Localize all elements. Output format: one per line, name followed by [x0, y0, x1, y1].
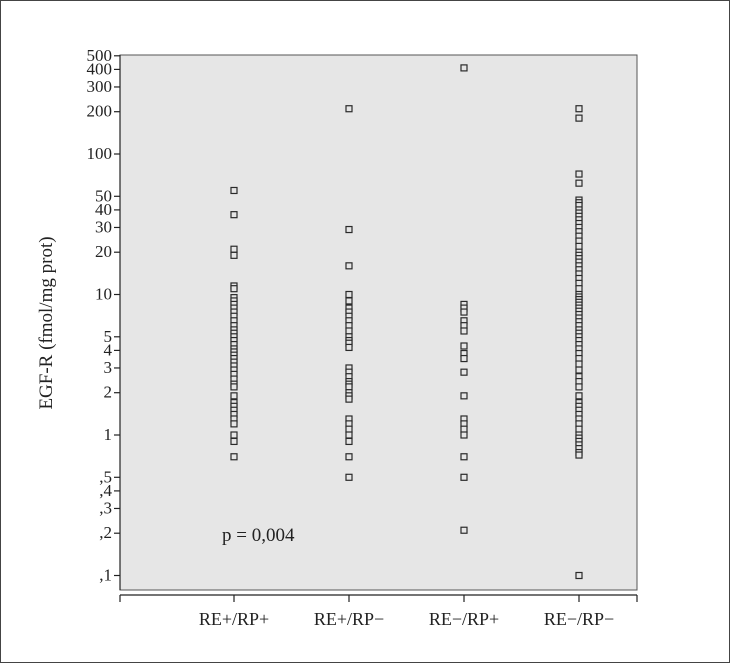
y-tick-label: 40: [95, 200, 112, 219]
data-point: [345, 395, 353, 403]
y-tick-label: ,4: [99, 481, 112, 500]
data-point: [230, 186, 238, 195]
data-point: [230, 383, 238, 391]
data-point: [460, 342, 468, 350]
data-point: [345, 453, 353, 461]
data-point: [460, 308, 468, 316]
y-tick-label: ,5: [99, 467, 112, 486]
y-tick-label: ,1: [99, 566, 112, 585]
data-point: [345, 327, 353, 335]
data-points: [230, 64, 583, 580]
x-tick-label: RE+/RP+: [199, 609, 269, 629]
y-tick-label: 100: [87, 144, 113, 163]
y-tick-label: 30: [95, 217, 112, 236]
data-point: [575, 425, 583, 433]
y-tick-label: 400: [87, 59, 113, 78]
data-point: [575, 179, 583, 187]
data-point: [575, 242, 583, 250]
y-tick-label: ,3: [99, 498, 112, 517]
y-tick-label: 10: [95, 285, 112, 304]
y-tick-label: 5: [104, 327, 113, 346]
data-point: [345, 290, 353, 299]
data-point: [575, 114, 583, 122]
p-value-annotation: p = 0,004: [222, 525, 295, 546]
data-point: [230, 431, 238, 439]
data-point: [230, 420, 238, 428]
data-point: [345, 105, 353, 113]
data-point: [575, 383, 583, 391]
y-tick-label: 300: [87, 77, 113, 96]
y-tick-label: 4: [104, 340, 113, 359]
data-point: [345, 473, 353, 481]
data-point: [345, 343, 353, 352]
y-tick-label: 1: [104, 425, 113, 444]
data-point: [575, 105, 583, 113]
data-point: [230, 245, 238, 253]
data-point: [575, 571, 583, 580]
y-tick-label: 2: [104, 383, 113, 402]
data-point: [575, 285, 583, 293]
data-point: [460, 64, 468, 72]
x-axis: RE+/RP+ RE+/RP− RE−/RP+ RE−/RP−: [119, 594, 638, 629]
data-point: [230, 453, 238, 461]
data-point: [460, 473, 468, 481]
y-tick-label: 500: [87, 46, 113, 65]
data-point: [460, 392, 468, 400]
y-tick-label: 3: [104, 358, 113, 377]
y-tick-label: 200: [87, 102, 113, 121]
data-point: [460, 327, 468, 335]
data-point: [460, 368, 468, 376]
y-tick-label: 50: [95, 186, 112, 205]
x-tick-label: RE−/RP+: [429, 609, 499, 629]
data-point: [345, 297, 353, 305]
data-point: [345, 431, 353, 439]
x-tick-label: RE−/RP−: [544, 609, 614, 629]
x-tick-label: RE+/RP−: [314, 609, 384, 629]
plot-area: [119, 54, 638, 591]
data-point: [575, 392, 583, 400]
data-point: [575, 170, 583, 178]
data-point: [230, 285, 238, 293]
data-point: [230, 437, 238, 446]
data-point: [460, 425, 468, 433]
data-point: [575, 366, 583, 374]
data-point: [460, 453, 468, 461]
data-point: [345, 437, 353, 446]
data-point: [345, 425, 353, 433]
data-point: [230, 211, 238, 219]
data-point: [575, 360, 583, 368]
data-point: [460, 354, 468, 363]
data-point: [230, 392, 238, 400]
data-point: [460, 431, 468, 439]
data-point: [345, 225, 353, 234]
data-point: [345, 262, 353, 270]
data-point: [345, 383, 353, 391]
y-tick-label: ,2: [99, 523, 112, 542]
y-axis-title: EGF-R (fmol/mg prot): [36, 236, 57, 409]
y-tick-label: 20: [95, 242, 112, 261]
data-point: [460, 526, 468, 534]
data-point: [230, 251, 238, 259]
data-point: [575, 451, 583, 459]
